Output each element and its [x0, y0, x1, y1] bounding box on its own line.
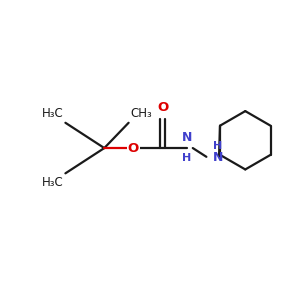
Text: N: N — [213, 151, 224, 164]
Text: H: H — [182, 153, 192, 163]
Text: N: N — [182, 131, 192, 144]
Text: H₃C: H₃C — [42, 107, 64, 120]
Text: CH₃: CH₃ — [130, 107, 152, 120]
Text: H: H — [213, 141, 222, 151]
Text: O: O — [128, 142, 139, 154]
Text: H₃C: H₃C — [42, 176, 64, 189]
Text: O: O — [157, 101, 168, 114]
